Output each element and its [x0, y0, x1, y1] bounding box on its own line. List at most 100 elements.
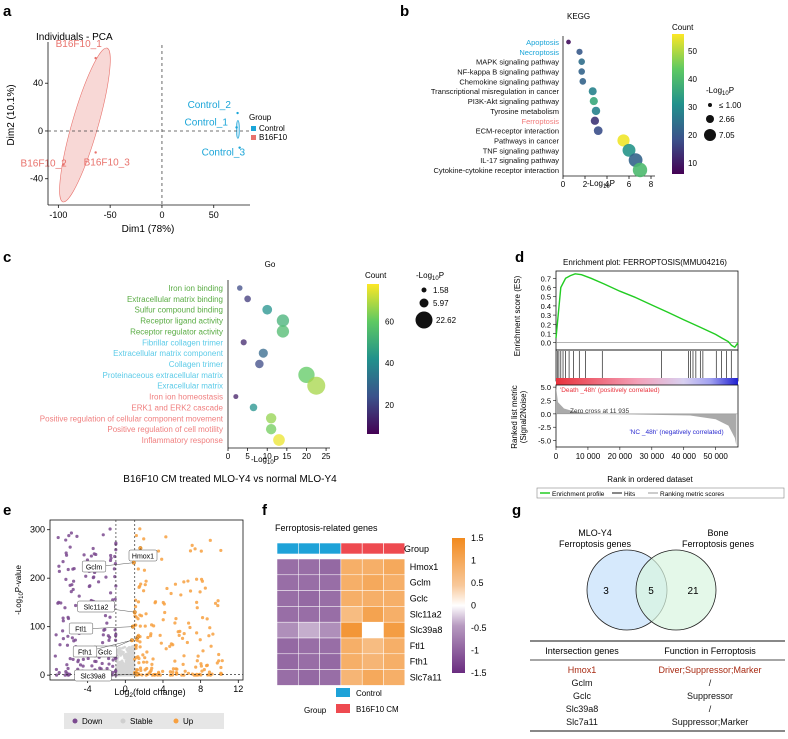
- heatmap-group-cell: [319, 542, 342, 555]
- kegg-colorbar-tick: 10: [688, 159, 697, 168]
- volcano-point-down: [63, 606, 67, 610]
- volcano-point-up: [134, 643, 138, 647]
- kegg-term-label: Transcriptional misregulation in cancer: [431, 87, 560, 96]
- heatmap-cell: [319, 669, 342, 686]
- volcano-point-down: [101, 641, 105, 645]
- volcano-point-up: [205, 617, 209, 621]
- volcano-point-up: [195, 659, 199, 663]
- gsea-es-tick-label: 0.2: [541, 320, 551, 329]
- volcano-point-down: [111, 670, 115, 675]
- volcano-xtick-label: 12: [233, 684, 243, 694]
- volcano-point-down: [91, 546, 95, 551]
- heatmap-colorbar-tick: -1.5: [471, 668, 487, 678]
- kegg-xtick-label: 2: [583, 180, 588, 189]
- go-term-label: Positive regulation of cell motility: [107, 425, 223, 434]
- heatmap-legend-control-swatch: [336, 688, 350, 697]
- go-term-label: Receptor regulator activity: [130, 327, 223, 336]
- gsea-xtick-label: 20 000: [608, 452, 633, 461]
- volcano-point-up: [145, 666, 149, 671]
- gsea-metric-negative-area: [594, 413, 737, 446]
- volcano-point-down: [68, 657, 72, 661]
- volcano-point-stable: [122, 650, 125, 654]
- volcano-point-up: [136, 617, 140, 621]
- go-title: Go: [265, 260, 276, 269]
- volcano-gene-label: Gclc: [98, 650, 113, 657]
- volcano-point-up: [148, 670, 152, 674]
- volcano-point-up: [144, 579, 148, 583]
- go-term-label: Extracellular matrix binding: [127, 295, 223, 304]
- kegg-colorbar-tick: 40: [688, 75, 697, 84]
- pca-point-label: B16F10_3: [84, 157, 131, 168]
- panel-e: e -4 0 4 8 12 300 200 100 0 Hmox1 Gclm Slc11a2 Ftl1 G…: [3, 502, 244, 729]
- volcano-point-down: [105, 666, 109, 671]
- kegg-xtick-label: 6: [627, 180, 632, 189]
- volcano-point-up: [219, 548, 223, 553]
- volcano-gene-label: Ftl1: [75, 627, 87, 634]
- kegg-bubble: [632, 162, 648, 178]
- kegg-colorbar-tick: 30: [688, 103, 697, 112]
- volcano-point-up: [216, 599, 220, 603]
- volcano-point-down: [104, 575, 108, 579]
- heatmap-legend-b16f10: B16F10 CM: [356, 705, 399, 714]
- volcano-point-up: [164, 535, 168, 539]
- gsea-neg-label: 'NC _48h' (negatively correlated): [629, 429, 723, 436]
- volcano-point-up: [171, 670, 175, 674]
- volcano-point-up: [140, 673, 144, 677]
- pca-point-label: Control_2: [188, 100, 232, 111]
- volcano-point-down: [61, 619, 65, 623]
- kegg-xlabel: -Log10P: [587, 179, 615, 190]
- heatmap-colorbar-tick: 0.5: [471, 578, 484, 588]
- heatmap-cell: [319, 653, 342, 670]
- volcano-xtick-label: 8: [198, 684, 203, 694]
- volcano-point-up: [148, 634, 153, 638]
- volcano-point-up: [141, 589, 146, 593]
- kegg-xtick-label: 4: [605, 180, 610, 189]
- volcano-point-down: [71, 587, 75, 592]
- go-bubble: [237, 285, 243, 291]
- gsea-es-tick-label: 0.3: [541, 311, 551, 320]
- volcano-point-down: [75, 534, 79, 538]
- heatmap-cell: [340, 653, 363, 670]
- heatmap-cell: [340, 669, 363, 686]
- pca-legend-b16f10: B16F10: [259, 133, 288, 142]
- heatmap-cell: [361, 590, 384, 607]
- volcano-point-down: [113, 554, 117, 559]
- go-xtick-label: 5: [245, 452, 250, 461]
- volcano-point-up: [136, 567, 140, 571]
- kegg-bubble: [578, 68, 585, 75]
- volcano-point-up: [137, 661, 141, 665]
- heatmap-cell: [298, 574, 320, 591]
- volcano-point-down: [81, 657, 85, 661]
- kegg-bubble: [617, 134, 630, 147]
- pca-point-label: B16F10_2: [21, 158, 68, 169]
- volcano-legend-down-dot: [72, 718, 78, 724]
- volcano-point-stable: [127, 653, 131, 657]
- volcano-point-up: [204, 664, 209, 668]
- volcano-point-stable: [127, 656, 131, 660]
- gsea-metric-tick-label: -2.5: [538, 423, 551, 432]
- kegg-term-label: Pathways in cancer: [494, 136, 560, 145]
- volcano-point-up: [199, 664, 203, 668]
- pca-xtick-label: 50: [209, 210, 219, 220]
- volcano-point-down: [66, 673, 70, 677]
- heatmap-cell: [361, 637, 384, 655]
- go-colorbar-tick: 40: [385, 359, 394, 368]
- gsea-legend-box: [536, 487, 785, 499]
- volcano-point-up: [216, 603, 220, 608]
- volcano-point-up: [158, 633, 162, 637]
- volcano-point-down: [111, 598, 115, 602]
- volcano-point-down: [91, 576, 95, 580]
- volcano-point-stable: [129, 656, 133, 659]
- kegg-size-legend-mid: 2.66: [719, 115, 735, 124]
- heatmap-row-label: Slc11a2: [410, 609, 442, 619]
- pca-point: [236, 111, 239, 115]
- kegg-bubble: [566, 39, 571, 45]
- kegg-term-label: Necroptosis: [519, 48, 559, 57]
- panel-label-g: g: [512, 502, 521, 519]
- kegg-term-label: Chemokine signaling pathway: [459, 77, 559, 86]
- gsea-legend-hits: Hits: [624, 491, 636, 498]
- heatmap-cell: [298, 606, 320, 623]
- heatmap-cell: [319, 637, 342, 655]
